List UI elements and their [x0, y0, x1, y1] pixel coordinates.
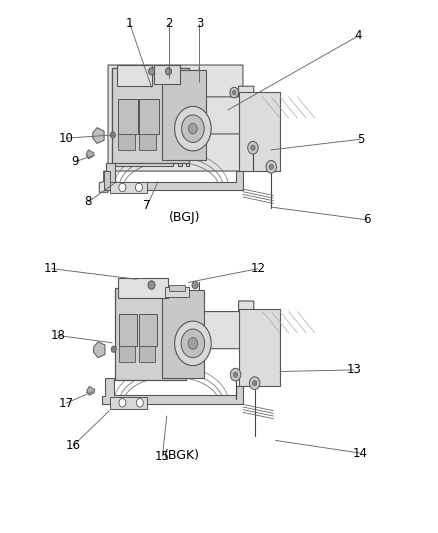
Bar: [118, 134, 135, 150]
Bar: [139, 100, 159, 134]
Circle shape: [166, 68, 172, 75]
Circle shape: [230, 368, 241, 381]
Circle shape: [110, 132, 116, 138]
Bar: [169, 285, 185, 292]
Bar: [119, 346, 135, 362]
Circle shape: [248, 141, 258, 154]
Text: 10: 10: [58, 132, 73, 144]
Circle shape: [175, 107, 211, 151]
Polygon shape: [104, 163, 243, 190]
Bar: [239, 92, 280, 171]
Text: (BGK): (BGK): [164, 449, 200, 462]
Text: 7: 7: [143, 199, 151, 212]
Circle shape: [175, 321, 211, 366]
Polygon shape: [93, 127, 104, 143]
Bar: [139, 314, 157, 346]
Polygon shape: [94, 342, 105, 358]
Bar: [162, 290, 204, 378]
Circle shape: [136, 399, 143, 407]
Bar: [118, 278, 168, 298]
Circle shape: [251, 145, 255, 150]
Circle shape: [188, 123, 197, 134]
Text: 12: 12: [251, 262, 266, 275]
Text: 1: 1: [126, 17, 134, 30]
Circle shape: [182, 115, 204, 142]
Bar: [113, 68, 188, 163]
Bar: [162, 70, 206, 160]
Bar: [110, 182, 147, 193]
Text: 4: 4: [354, 29, 362, 42]
Bar: [119, 314, 137, 346]
Circle shape: [119, 399, 126, 407]
Polygon shape: [99, 65, 243, 192]
Bar: [165, 287, 188, 297]
Text: 11: 11: [44, 262, 59, 275]
Circle shape: [135, 183, 142, 192]
Circle shape: [233, 372, 238, 377]
Bar: [115, 288, 186, 381]
Text: 17: 17: [58, 397, 73, 410]
Bar: [239, 309, 280, 386]
Text: 9: 9: [72, 155, 79, 168]
Polygon shape: [86, 150, 94, 159]
Circle shape: [253, 381, 257, 386]
Text: 16: 16: [66, 439, 81, 452]
Bar: [139, 346, 155, 362]
Text: 18: 18: [50, 329, 65, 342]
Polygon shape: [113, 68, 188, 166]
Circle shape: [266, 160, 276, 173]
Bar: [139, 134, 156, 150]
Text: 3: 3: [196, 17, 203, 30]
Text: 13: 13: [346, 364, 361, 376]
Polygon shape: [199, 282, 271, 349]
Circle shape: [148, 281, 155, 289]
Circle shape: [233, 91, 236, 95]
Bar: [110, 397, 147, 409]
Text: 8: 8: [85, 195, 92, 208]
Circle shape: [269, 164, 273, 169]
Bar: [117, 65, 152, 86]
Polygon shape: [199, 68, 271, 134]
Bar: [154, 65, 180, 84]
Polygon shape: [87, 386, 95, 395]
Polygon shape: [104, 171, 117, 190]
Circle shape: [111, 346, 116, 352]
Circle shape: [181, 329, 205, 358]
Text: 15: 15: [155, 450, 170, 463]
Polygon shape: [102, 378, 243, 405]
Circle shape: [119, 183, 126, 192]
Text: 6: 6: [363, 213, 371, 227]
Circle shape: [192, 281, 198, 289]
Text: (BGJ): (BGJ): [169, 211, 200, 224]
Text: 2: 2: [165, 17, 173, 30]
Text: 5: 5: [357, 133, 364, 146]
Bar: [118, 100, 138, 134]
Circle shape: [188, 337, 198, 349]
Circle shape: [148, 68, 155, 75]
Circle shape: [230, 87, 239, 98]
Circle shape: [250, 377, 260, 390]
Text: 14: 14: [353, 447, 368, 459]
